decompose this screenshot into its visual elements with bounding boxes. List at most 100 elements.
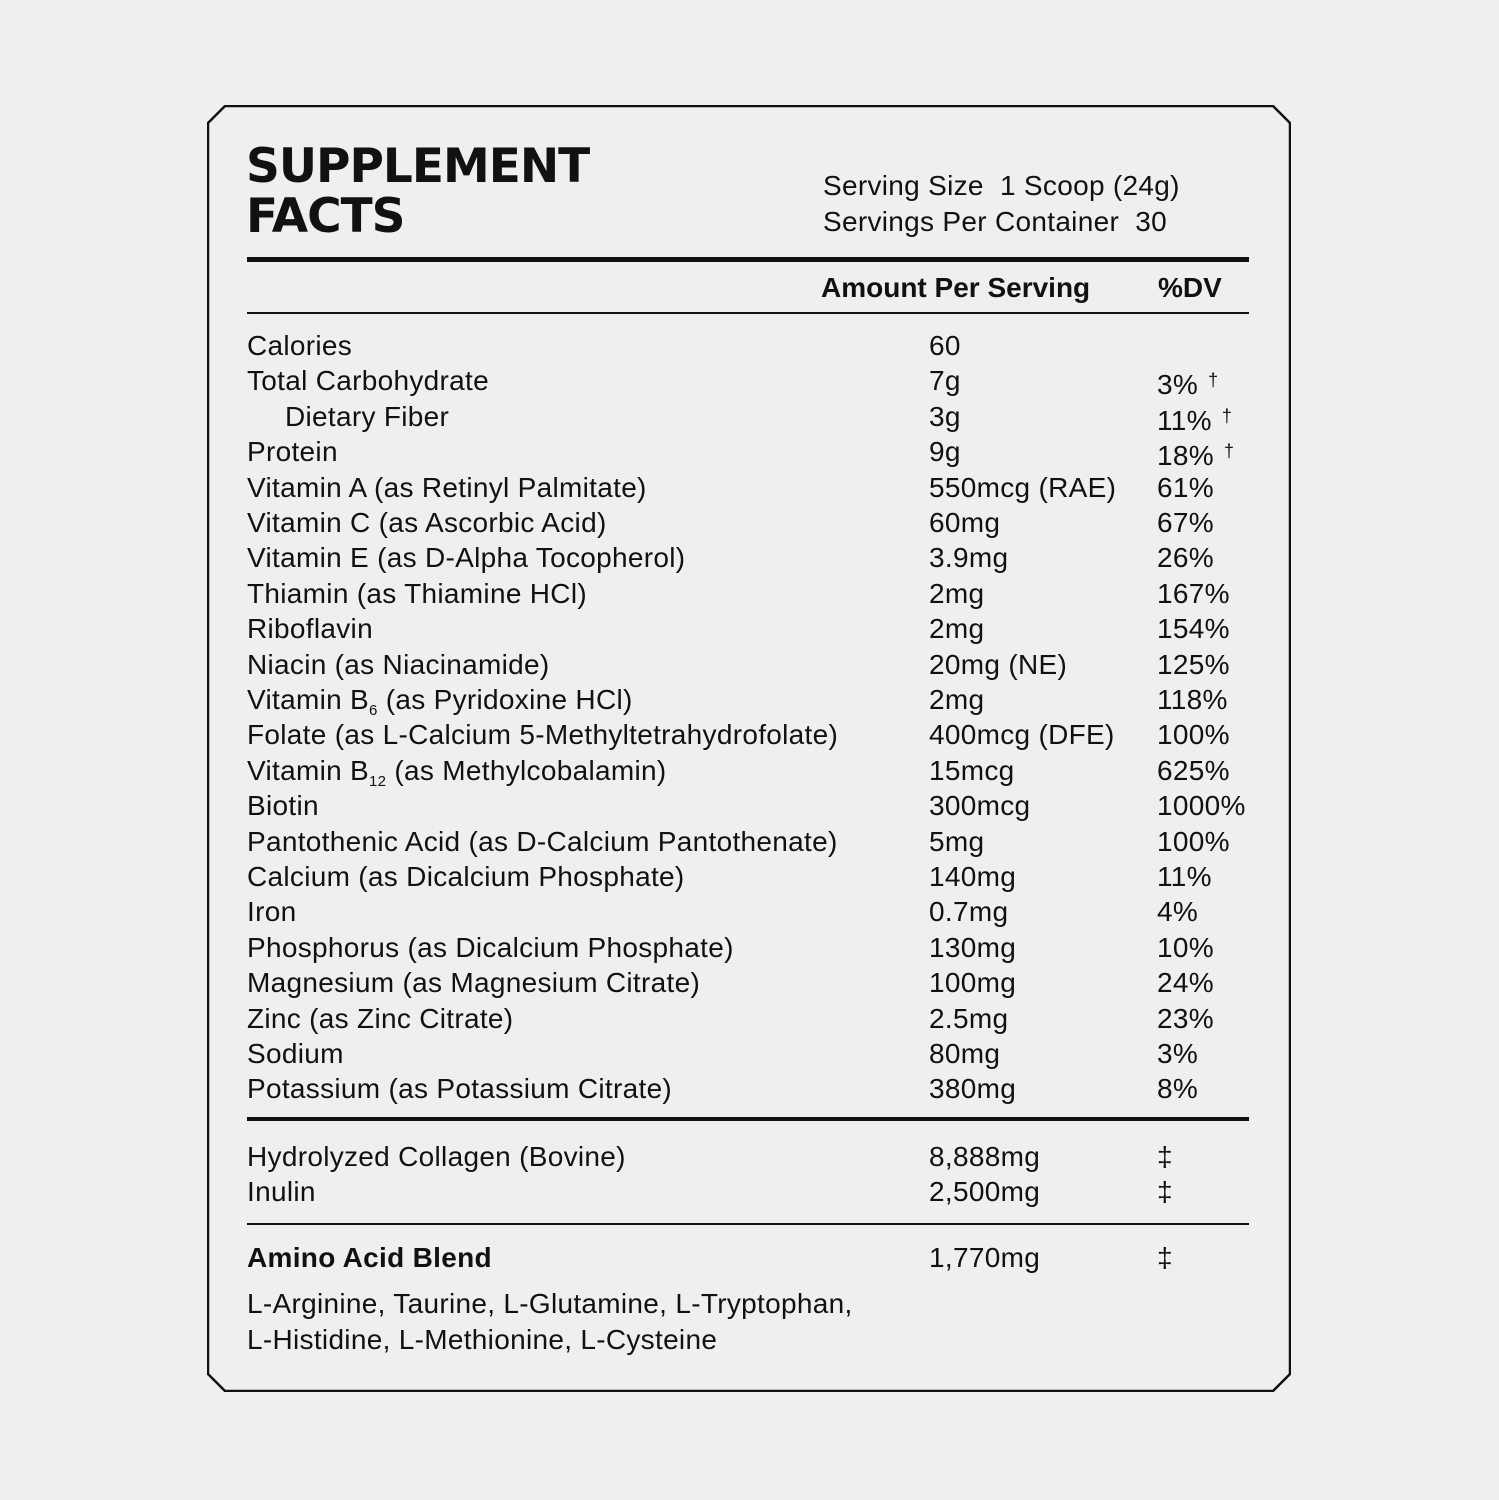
nutrient-row: Biotin 300mcg 1000% xyxy=(247,788,1257,823)
nutrient-name: Total Carbohydrate xyxy=(247,363,489,398)
name-text: Phosphorus (as Dicalcium Phosphate) xyxy=(247,931,734,963)
blend-ingredients: L-Arginine, Taurine, L-Glutamine, L-Tryp… xyxy=(247,1286,853,1358)
dv-value: 1000% xyxy=(1157,790,1246,822)
dv-value: 167% xyxy=(1157,577,1230,609)
nutrient-name: Dietary Fiber xyxy=(285,399,449,434)
name-text: Hydrolyzed Collagen (Bovine) xyxy=(247,1141,626,1172)
serving-info: Serving Size 1 Scoop (24g) Servings Per … xyxy=(823,168,1180,240)
nutrient-amount: 100mg xyxy=(929,967,1017,999)
blend-amount: 1,770mg xyxy=(929,1242,1041,1273)
nutrient-name: Hydrolyzed Collagen (Bovine) xyxy=(247,1139,626,1174)
dv-value: 67% xyxy=(1157,507,1214,538)
nutrient-row: Hydrolyzed Collagen (Bovine) 8,888mg ‡ xyxy=(247,1139,1257,1174)
nutrient-dv: 10% xyxy=(1157,930,1214,965)
servings-label: Servings Per Container xyxy=(823,206,1120,237)
name-text: Magnesium (as Magnesium Citrate) xyxy=(247,967,701,999)
dv-value: 100% xyxy=(1157,719,1230,751)
nutrient-name: Niacin (as Niacinamide) xyxy=(247,647,550,682)
nutrient-name: Calcium (as Dicalcium Phosphate) xyxy=(247,859,685,894)
dv-value: 61% xyxy=(1157,471,1214,503)
nutrient-dv: 26% xyxy=(1157,540,1214,575)
nutrient-row: Vitamin A (as Retinyl Palmitate) 550mcg (… xyxy=(247,470,1257,505)
nutrient-row: Calories 60 xyxy=(247,328,1257,363)
nutrient-row: Dietary Fiber 3g 11% † xyxy=(247,399,1257,436)
nutrient-amount: 130mg xyxy=(929,931,1017,963)
nutrient-dv: 125% xyxy=(1157,647,1230,682)
name-text: Zinc (as Zinc Citrate) xyxy=(247,1002,514,1034)
divider xyxy=(247,257,1249,262)
nutrient-row: Protein 9g 18% † xyxy=(247,434,1257,471)
dv-value: 4% xyxy=(1157,896,1199,928)
nutrient-row: Inulin 2,500mg ‡ xyxy=(247,1174,1257,1209)
name-text: Biotin xyxy=(247,790,319,822)
nutrient-row: Vitamin E (as D-Alpha Tocopherol) 3.9mg 26… xyxy=(247,540,1257,575)
nutrient-amount: 5mg xyxy=(929,825,985,857)
nutrient-dv: 1000% xyxy=(1157,788,1246,823)
name-text: Vitamin B xyxy=(247,754,370,786)
name-text: Folate (as L-Calcium 5-Methyltetrahydrof… xyxy=(247,719,839,751)
nutrient-amount: 2.5mg xyxy=(929,1002,1009,1034)
nutrient-dv: 3% † xyxy=(1157,363,1218,402)
nutrient-row: Total Carbohydrate 7g 3% † xyxy=(247,363,1257,400)
nutrient-name: Biotin xyxy=(247,788,319,823)
name-text: Calcium (as Dicalcium Phosphate) xyxy=(247,861,685,892)
blend-line-2: L-Histidine, L-Methionine, L-Cysteine xyxy=(247,1324,718,1355)
name-text: Niacin (as Niacinamide) xyxy=(247,648,550,680)
name-text: Vitamin C (as Ascorbic Acid) xyxy=(247,507,607,538)
blend-line-1: L-Arginine, Taurine, L-Glutamine, L-Tryp… xyxy=(247,1288,853,1319)
nutrient-dv: 18% † xyxy=(1157,434,1234,473)
nutrient-row: Iron 0.7mg 4% xyxy=(247,894,1257,929)
nutrient-amount: 60 xyxy=(929,330,961,361)
dv-value: 18% xyxy=(1157,440,1214,472)
name-text: Protein xyxy=(247,436,338,468)
nutrient-amount: 8,888mg xyxy=(929,1141,1041,1172)
nutrient-name: Vitamin E (as D-Alpha Tocopherol) xyxy=(247,540,685,575)
nutrient-dv: 625% xyxy=(1157,753,1230,788)
nutrient-amount: 2mg xyxy=(929,577,985,609)
dv-value: ‡ xyxy=(1157,1176,1173,1208)
name-text: Inulin xyxy=(247,1176,316,1208)
nutrient-row: Vitamin B12 (as Methylcobalamin) 15mcg 625… xyxy=(247,753,1257,790)
nutrient-name: Zinc (as Zinc Citrate) xyxy=(247,1001,513,1036)
nutrient-dv: 167% xyxy=(1157,576,1230,611)
dv-value: ‡ xyxy=(1157,1141,1173,1172)
nutrient-row: Niacin (as Niacinamide) 20mg (NE) 125% xyxy=(247,647,1257,682)
nutrient-dv: 3% xyxy=(1157,1036,1198,1071)
nutrient-name: Thiamin (as Thiamine HCl) xyxy=(247,576,587,611)
dv-value: 3% xyxy=(1157,1038,1199,1069)
nutrient-name: Iron xyxy=(247,894,296,929)
name-text: Iron xyxy=(247,896,297,928)
nutrient-row: Folate (as L-Calcium 5-Methyltetrahydrof… xyxy=(247,717,1257,752)
name-suffix: (as Methylcobalamin) xyxy=(386,754,667,786)
divider xyxy=(247,1223,1249,1225)
title-line-1: SUPPLEMENT xyxy=(246,139,590,194)
nutrient-amount: 2mg xyxy=(929,613,985,645)
nutrient-amount: 3.9mg xyxy=(929,542,1009,574)
serving-size-label: Serving Size xyxy=(823,170,984,201)
dv-value: 11% xyxy=(1157,861,1212,892)
divider xyxy=(247,1117,1249,1121)
dv-value: 100% xyxy=(1157,825,1230,857)
nutrient-row: Phosphorus (as Dicalcium Phosphate) 130mg… xyxy=(247,930,1257,965)
blend-name: Amino Acid Blend xyxy=(247,1242,492,1273)
nutrient-row: Riboflavin 2mg 154% xyxy=(247,611,1257,646)
nutrient-dv: 100% xyxy=(1157,717,1230,752)
dv-value: 625% xyxy=(1157,754,1230,786)
name-suffix: (as Pyridoxine HCl) xyxy=(377,684,633,715)
name-text: Thiamin (as Thiamine HCl) xyxy=(247,577,587,609)
nutrient-row: Vitamin C (as Ascorbic Acid) 60mg 67% xyxy=(247,505,1257,540)
nutrient-amount: 7g xyxy=(929,365,961,397)
dv-value: 118% xyxy=(1157,684,1228,715)
nutrient-name: Protein xyxy=(247,434,338,469)
nutrient-name: Phosphorus (as Dicalcium Phosphate) xyxy=(247,930,734,965)
nutrient-amount: 60mg xyxy=(929,507,1001,538)
nutrient-row: Vitamin B6 (as Pyridoxine HCl) 2mg 118% xyxy=(247,682,1257,719)
nutrient-dv: 23% xyxy=(1157,1001,1214,1036)
nutrient-name: Vitamin B6 (as Pyridoxine HCl) xyxy=(247,682,633,728)
nutrient-dv: 11% † xyxy=(1157,399,1232,438)
page-title: SUPPLEMENT FACTS xyxy=(246,139,590,244)
nutrient-row: Sodium 80mg 3% xyxy=(247,1036,1257,1071)
title-line-2: FACTS xyxy=(246,189,406,244)
nutrient-dv: 8% xyxy=(1157,1071,1198,1106)
nutrient-amount: 0.7mg xyxy=(929,896,1009,928)
